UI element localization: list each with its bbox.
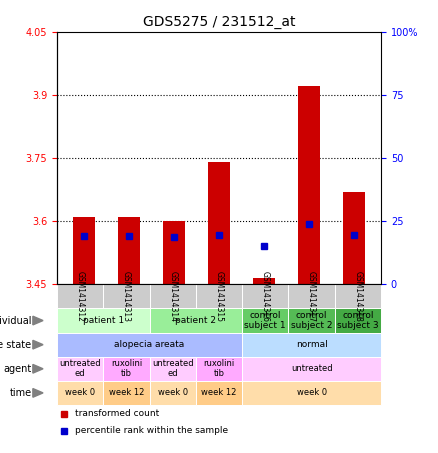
Text: percentile rank within the sample: percentile rank within the sample <box>75 426 229 435</box>
Text: GSM1414313: GSM1414313 <box>122 271 131 322</box>
Text: control
subject 3: control subject 3 <box>337 311 379 330</box>
Bar <box>242 333 381 357</box>
Bar <box>242 357 381 381</box>
Text: untreated
ed: untreated ed <box>152 359 194 378</box>
Text: control
subject 2: control subject 2 <box>291 311 332 330</box>
Text: week 0: week 0 <box>65 388 95 397</box>
Text: GSM1414315: GSM1414315 <box>215 271 223 322</box>
Text: untreated
ed: untreated ed <box>59 359 101 378</box>
Bar <box>57 381 103 405</box>
Text: agent: agent <box>3 364 32 374</box>
Text: patient 2: patient 2 <box>175 316 216 325</box>
Text: week 12: week 12 <box>201 388 237 397</box>
Bar <box>298 87 320 284</box>
Bar <box>103 284 149 308</box>
Bar <box>163 221 185 284</box>
Bar <box>149 284 196 308</box>
Polygon shape <box>33 365 43 373</box>
Text: week 0: week 0 <box>297 388 327 397</box>
Text: GSM1414316: GSM1414316 <box>261 271 270 322</box>
Bar <box>335 284 381 308</box>
Text: alopecia areata: alopecia areata <box>114 340 185 349</box>
Bar <box>57 333 242 357</box>
Text: ruxolini
tib: ruxolini tib <box>111 359 142 378</box>
Text: control
subject 1: control subject 1 <box>244 311 286 330</box>
Text: transformed count: transformed count <box>75 409 160 418</box>
Bar <box>253 278 275 284</box>
Bar <box>289 308 335 333</box>
Bar <box>57 284 103 308</box>
Text: disease state: disease state <box>0 340 32 350</box>
Bar <box>103 357 149 381</box>
Bar <box>196 381 242 405</box>
Bar <box>118 217 140 284</box>
Bar <box>57 357 103 381</box>
Text: ruxolini
tib: ruxolini tib <box>203 359 235 378</box>
Bar <box>103 381 149 405</box>
Bar <box>343 192 365 284</box>
Bar <box>149 381 196 405</box>
Text: untreated: untreated <box>291 364 332 373</box>
Bar <box>335 308 381 333</box>
Bar <box>196 284 242 308</box>
Bar <box>149 308 242 333</box>
Bar <box>73 217 95 284</box>
Polygon shape <box>33 316 43 325</box>
Bar <box>196 357 242 381</box>
Bar <box>242 284 289 308</box>
Bar <box>289 284 335 308</box>
Text: GSM1414314: GSM1414314 <box>168 271 177 322</box>
Title: GDS5275 / 231512_at: GDS5275 / 231512_at <box>143 15 295 29</box>
Text: GSM1414312: GSM1414312 <box>76 271 85 322</box>
Text: individual: individual <box>0 316 32 326</box>
Text: week 0: week 0 <box>158 388 188 397</box>
Text: GSM1414318: GSM1414318 <box>353 271 362 322</box>
Text: patient 1: patient 1 <box>83 316 124 325</box>
Bar <box>149 357 196 381</box>
Text: normal: normal <box>296 340 328 349</box>
Bar <box>57 308 149 333</box>
Polygon shape <box>33 389 43 397</box>
Polygon shape <box>33 340 43 349</box>
Bar <box>208 162 230 284</box>
Text: week 12: week 12 <box>109 388 144 397</box>
Text: time: time <box>9 388 32 398</box>
Bar <box>242 381 381 405</box>
Text: GSM1414317: GSM1414317 <box>307 271 316 322</box>
Bar <box>242 308 289 333</box>
